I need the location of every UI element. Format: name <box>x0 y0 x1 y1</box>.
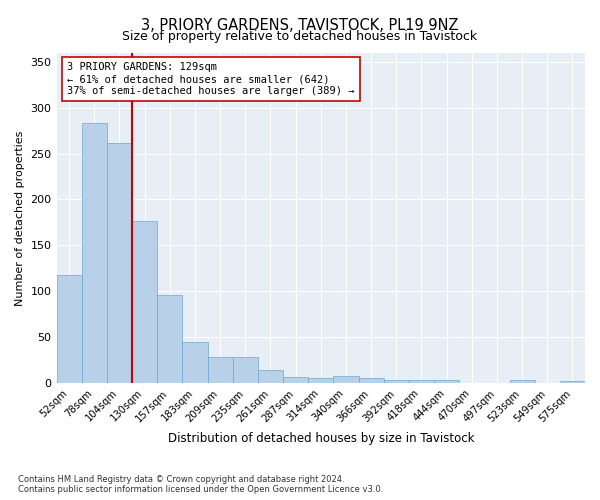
Bar <box>233 356 258 383</box>
Bar <box>182 342 208 383</box>
Text: Contains HM Land Registry data © Crown copyright and database right 2024.
Contai: Contains HM Land Registry data © Crown c… <box>18 474 383 494</box>
Bar <box>560 382 585 383</box>
Text: 3 PRIORY GARDENS: 129sqm
← 61% of detached houses are smaller (642)
37% of semi-: 3 PRIORY GARDENS: 129sqm ← 61% of detach… <box>67 62 355 96</box>
Bar <box>283 377 308 383</box>
Text: 3, PRIORY GARDENS, TAVISTOCK, PL19 9NZ: 3, PRIORY GARDENS, TAVISTOCK, PL19 9NZ <box>141 18 459 32</box>
Bar <box>334 376 359 383</box>
Bar <box>157 295 182 383</box>
Bar <box>359 378 383 383</box>
Bar <box>107 142 132 383</box>
Bar <box>308 378 334 383</box>
Bar <box>82 123 107 383</box>
Bar <box>409 380 434 383</box>
Text: Size of property relative to detached houses in Tavistock: Size of property relative to detached ho… <box>122 30 478 43</box>
Bar <box>383 380 409 383</box>
Y-axis label: Number of detached properties: Number of detached properties <box>15 130 25 306</box>
Bar <box>56 275 82 383</box>
Bar <box>132 220 157 383</box>
Bar <box>258 370 283 383</box>
Bar <box>208 356 233 383</box>
Bar <box>434 380 459 383</box>
Bar <box>509 380 535 383</box>
X-axis label: Distribution of detached houses by size in Tavistock: Distribution of detached houses by size … <box>167 432 474 445</box>
